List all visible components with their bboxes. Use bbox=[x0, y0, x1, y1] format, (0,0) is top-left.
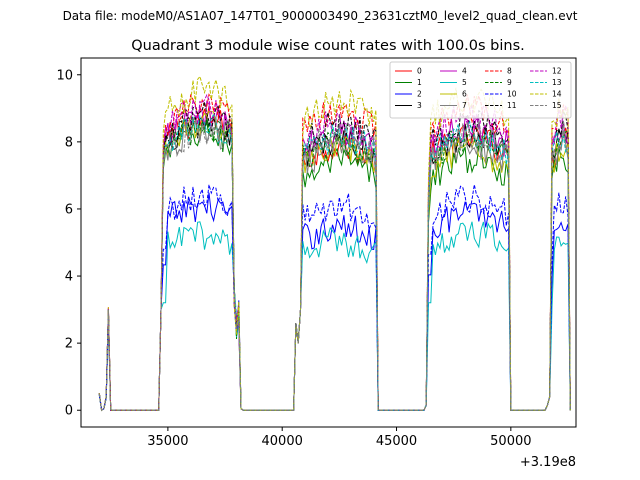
series-line-13 bbox=[98, 114, 571, 412]
y-tick-label: 0 bbox=[65, 404, 73, 419]
series-line-15 bbox=[98, 117, 571, 412]
series-layer bbox=[98, 75, 571, 412]
x-tick-label: 40000 bbox=[262, 434, 303, 449]
series-line-10 bbox=[98, 184, 571, 412]
legend-label-0: 0 bbox=[417, 67, 422, 76]
y-tick-label: 8 bbox=[65, 135, 73, 150]
legend-label-7: 7 bbox=[462, 101, 467, 110]
y-tick-label: 4 bbox=[65, 270, 73, 285]
legend-label-15: 15 bbox=[552, 101, 562, 110]
series-line-5 bbox=[98, 221, 571, 412]
series-line-6 bbox=[98, 110, 571, 412]
legend-label-9: 9 bbox=[507, 78, 512, 87]
legend-box bbox=[389, 61, 572, 119]
series-line-2 bbox=[98, 192, 571, 412]
legend-label-13: 13 bbox=[552, 78, 562, 87]
legend-label-4: 4 bbox=[462, 67, 467, 76]
legend-label-5: 5 bbox=[462, 78, 467, 87]
y-tick-label: 2 bbox=[65, 337, 73, 352]
legend-label-14: 14 bbox=[552, 90, 562, 99]
y-axis: 0 2 4 6 8 10 bbox=[56, 68, 81, 419]
legend-label-1: 1 bbox=[417, 78, 422, 87]
x-tick-label: 45000 bbox=[376, 434, 417, 449]
legend-label-6: 6 bbox=[462, 90, 467, 99]
plot-frame bbox=[80, 57, 577, 428]
series-line-14 bbox=[98, 75, 571, 412]
x-tick-label: 50000 bbox=[490, 434, 531, 449]
chart-title: Quadrant 3 module wise count rates with … bbox=[131, 38, 525, 54]
chart-suptitle: Data file: modeM0/AS1A07_147T01_90000034… bbox=[63, 9, 578, 23]
plot-area bbox=[81, 58, 576, 427]
x-offset-label: +3.19e8 bbox=[520, 455, 576, 470]
legend-label-3: 3 bbox=[417, 101, 422, 110]
y-tick-label: 10 bbox=[56, 68, 73, 83]
y-tick-label: 6 bbox=[65, 202, 73, 217]
legend-label-11: 11 bbox=[507, 101, 517, 110]
x-tick-label: 35000 bbox=[147, 434, 188, 449]
legend-label-12: 12 bbox=[552, 67, 562, 76]
x-axis: 35000 40000 45000 50000 bbox=[147, 427, 532, 449]
legend-label-10: 10 bbox=[507, 90, 517, 99]
legend-label-8: 8 bbox=[507, 67, 512, 76]
legend-label-2: 2 bbox=[417, 90, 422, 99]
